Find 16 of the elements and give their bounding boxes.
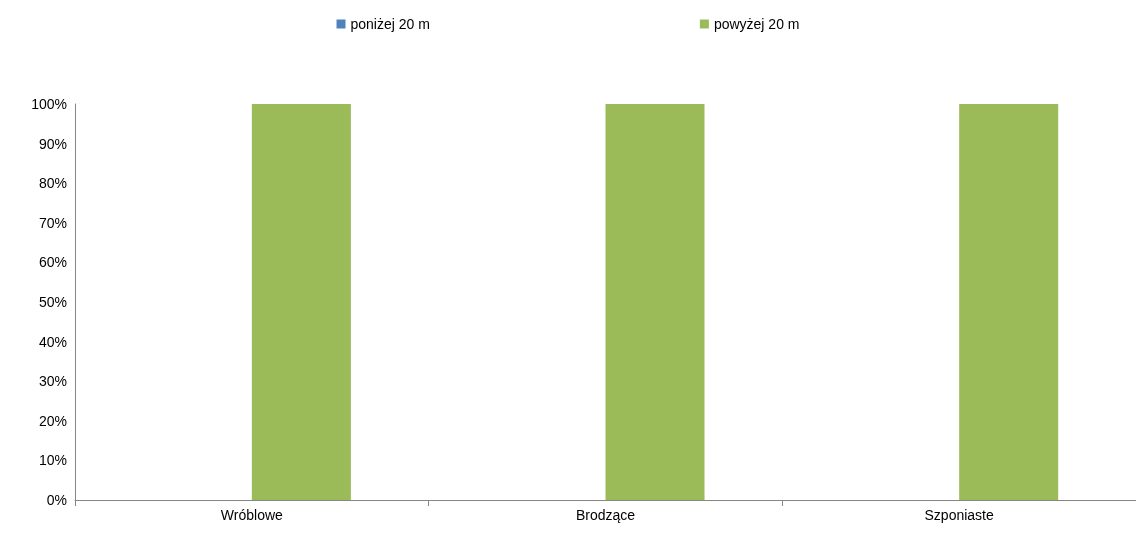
y-tick-label: 30% — [38, 373, 67, 390]
y-tick-label: 0% — [46, 492, 67, 508]
y-tick-label: 20% — [38, 412, 67, 429]
y-tick-label: 10% — [38, 452, 67, 469]
y-tick-label: 100% — [31, 96, 67, 112]
y-tick-label: 60% — [38, 254, 67, 271]
x-tick-label: Szponiaste — [924, 507, 995, 523]
legend-label: poniżej 20 m — [350, 16, 430, 32]
y-tick-label: 40% — [38, 333, 67, 350]
y-tick-label: 70% — [38, 214, 67, 231]
legend-label: powyżej 20 m — [713, 16, 800, 32]
x-tick-label: Brodzące — [575, 507, 636, 523]
y-tick-label: 50% — [38, 294, 67, 310]
y-tick-label: 90% — [38, 135, 67, 152]
y-tick-label: 80% — [38, 175, 67, 192]
x-tick-label: Wróblowe — [220, 507, 284, 523]
